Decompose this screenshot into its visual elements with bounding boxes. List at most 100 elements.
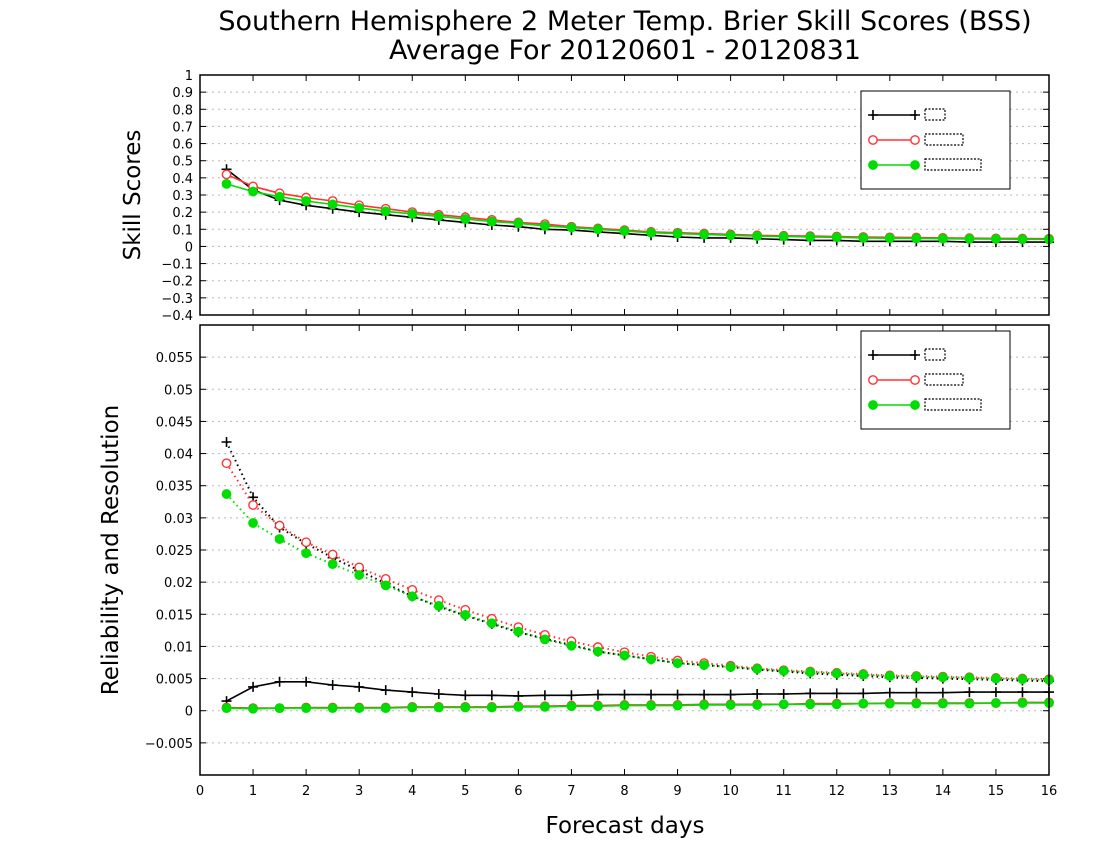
y-tick-label: −0.005: [145, 737, 193, 752]
y-tick-label: 0.03: [164, 512, 193, 527]
legend-text-glyph: [924, 398, 982, 411]
data-point: [646, 654, 656, 665]
data-point: [274, 676, 285, 687]
data-point: [964, 673, 975, 683]
data-point: [937, 233, 948, 244]
y-tick-label: 0.7: [172, 120, 193, 135]
data-point: [380, 206, 391, 217]
plot-frame: [199, 324, 1050, 776]
series-line: [225, 441, 1050, 683]
data-point: [937, 687, 948, 698]
data-point: [221, 489, 232, 499]
data-point: [566, 222, 577, 233]
y-tick-label: 0.05: [164, 383, 193, 398]
data-point: [248, 703, 258, 714]
data-point: [301, 537, 312, 548]
data-point: [991, 673, 1001, 684]
data-point: [327, 549, 338, 560]
data-point: [911, 233, 922, 244]
legend-marker: [910, 110, 920, 120]
data-point: [805, 699, 816, 710]
x-tick-label: 1: [249, 784, 257, 799]
data-point: [964, 233, 975, 244]
y-tick-label: 0.5: [172, 155, 193, 170]
x-tick-label: 2: [302, 784, 310, 799]
y-tick-label: 0.8: [172, 103, 193, 118]
data-point: [752, 689, 763, 699]
data-point: [433, 601, 444, 611]
data-point: [380, 703, 391, 714]
data-point: [699, 229, 709, 240]
legend-text-glyph: [924, 373, 964, 386]
x-tick-label: 3: [355, 784, 363, 799]
data-point: [646, 227, 656, 238]
data-point: [778, 699, 789, 710]
data-point: [433, 702, 444, 713]
data-point: [884, 671, 895, 681]
legend-marker: [910, 135, 920, 145]
data-point: [725, 689, 736, 700]
data-point: [407, 208, 418, 219]
y-tick-label: −0.3: [161, 292, 193, 307]
data-point: [301, 703, 312, 714]
data-point: [1017, 674, 1028, 685]
data-point: [566, 701, 577, 712]
data-point: [407, 591, 418, 602]
legend-text-glyph: [924, 133, 964, 146]
data-point: [619, 226, 630, 236]
x-tick-label: 4: [408, 784, 416, 799]
data-point: [831, 232, 842, 243]
data-point: [911, 698, 922, 709]
legend-text-glyph: [924, 348, 946, 361]
legend-marker: [910, 160, 920, 170]
data-point: [699, 700, 709, 710]
legend-marker: [868, 375, 878, 385]
y-axis-label: Skill Scores: [120, 130, 146, 261]
data-point: [646, 700, 656, 711]
data-point: [540, 701, 550, 712]
data-point: [513, 218, 524, 229]
y-tick-label: −0.2: [161, 275, 193, 290]
x-tick-label: 9: [673, 784, 681, 799]
y-tick-label: 0.035: [156, 480, 193, 495]
legend-marker: [868, 160, 878, 170]
data-point: [513, 690, 524, 701]
x-tick-label: 0: [196, 784, 204, 799]
data-point: [911, 687, 922, 698]
x-tick-label: 16: [1041, 784, 1058, 799]
data-point: [805, 688, 816, 699]
data-point: [221, 178, 232, 189]
y-tick-label: 0.2: [172, 206, 193, 221]
series-2: [221, 178, 1054, 245]
data-point: [1017, 234, 1028, 245]
y-tick-label: 0.9: [172, 86, 193, 101]
data-point: [884, 233, 895, 244]
data-point: [672, 228, 683, 239]
data-point: [911, 671, 922, 682]
series-1: [221, 458, 1054, 685]
data-point: [486, 690, 497, 701]
data-point: [540, 220, 550, 231]
data-point: [248, 518, 258, 528]
data-point: [513, 626, 524, 637]
y-axis-label: Reliability and Resolution: [98, 405, 124, 695]
data-point: [831, 699, 842, 710]
data-point: [433, 211, 444, 222]
series-0: [221, 437, 1054, 687]
data-point: [274, 520, 285, 531]
data-point: [990, 687, 1001, 698]
x-tick-label: 5: [461, 784, 469, 799]
data-point: [1017, 698, 1028, 708]
data-point: [752, 700, 763, 710]
series-line: [226, 681, 1049, 702]
data-point: [566, 690, 577, 701]
x-tick-label: 14: [935, 784, 952, 799]
legend-marker: [910, 400, 920, 410]
y-tick-label: −0.1: [161, 258, 193, 273]
series-line: [225, 493, 1050, 681]
data-point: [221, 703, 232, 714]
data-point: [380, 580, 391, 591]
data-point: [725, 662, 736, 672]
data-point: [513, 701, 524, 712]
